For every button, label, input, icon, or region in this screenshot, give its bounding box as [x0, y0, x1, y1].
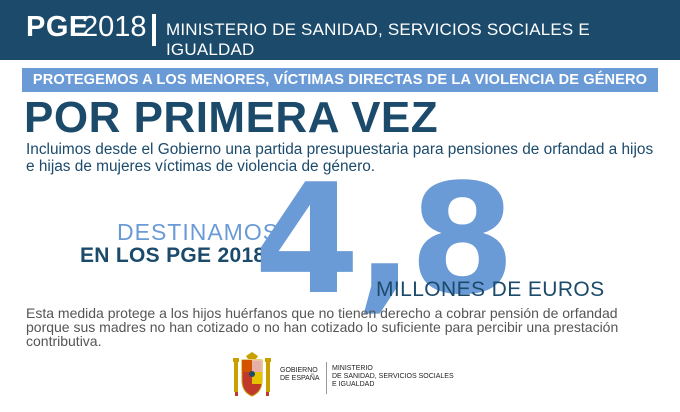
banner-protegemos: PROTEGEMOS A LOS MENORES, VÍCTIMAS DIREC…	[22, 68, 658, 92]
footer-ministry-line-2: DE SANIDAD, SERVICIOS SOCIALES	[332, 373, 454, 380]
amount-figure: 4,8	[254, 151, 515, 328]
header-ministry: MINISTERIO DE SANIDAD, SERVICIOS SOCIALE…	[166, 20, 590, 59]
measure-text: Esta medida protege a los hijos huérfano…	[26, 305, 619, 350]
gobierno-line-1: GOBIERNO	[280, 367, 318, 374]
pge-label: PGE	[26, 11, 89, 43]
footer-ministry-text: MINISTERIO DE SANIDAD, SERVICIOS SOCIALE…	[332, 365, 454, 389]
footer-logo: GOBIERNO DE ESPAÑA MINISTERIO DE SANIDAD…	[232, 350, 472, 408]
footer-ministry-line-1: MINISTERIO	[332, 365, 373, 372]
footer-ministry-line-3: E IGUALDAD	[332, 381, 375, 388]
headline: POR PRIMERA VEZ	[24, 93, 439, 142]
destinamos-label: DESTINAMOS	[117, 219, 280, 245]
pge-2018-label: EN LOS PGE 2018	[80, 244, 266, 267]
year-label: 2018	[82, 11, 147, 43]
header-bar: PGE 2018 MINISTERIO DE SANIDAD, SERVICIO…	[0, 0, 680, 60]
footer-divider	[326, 362, 327, 394]
gobierno-text: GOBIERNO DE ESPAÑA	[280, 367, 320, 383]
amount-unit: MILLONES DE EUROS	[376, 278, 605, 301]
header-divider	[152, 14, 156, 46]
coat-of-arms-icon	[233, 352, 271, 397]
gobierno-line-2: DE ESPAÑA	[280, 375, 320, 382]
intro-text: Incluimos desde el Gobierno una partida …	[26, 141, 654, 175]
